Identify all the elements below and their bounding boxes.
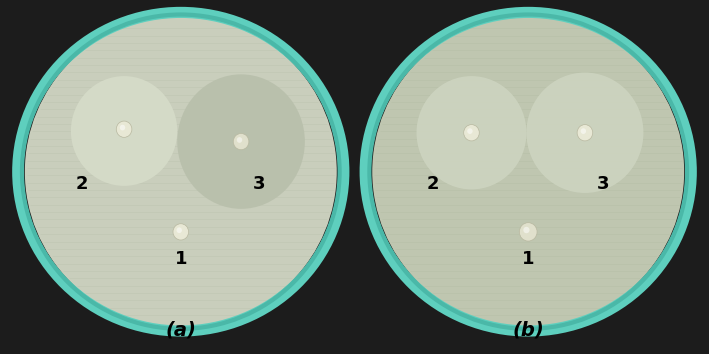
Ellipse shape [581, 128, 586, 134]
Ellipse shape [417, 76, 526, 189]
Text: 1: 1 [174, 250, 187, 268]
Ellipse shape [523, 227, 530, 233]
Ellipse shape [25, 16, 337, 327]
Ellipse shape [177, 74, 305, 209]
Ellipse shape [520, 223, 537, 241]
Ellipse shape [526, 73, 643, 193]
Ellipse shape [173, 224, 189, 240]
Text: 3: 3 [252, 175, 265, 193]
Ellipse shape [116, 121, 132, 137]
Text: 2: 2 [75, 175, 88, 193]
Ellipse shape [467, 128, 473, 134]
Ellipse shape [233, 133, 249, 150]
Text: 3: 3 [596, 175, 609, 193]
Text: (b): (b) [513, 321, 544, 340]
Ellipse shape [120, 125, 125, 130]
Text: (a): (a) [165, 321, 196, 340]
Ellipse shape [577, 125, 593, 141]
Ellipse shape [464, 125, 479, 141]
Text: 2: 2 [426, 175, 439, 193]
Ellipse shape [71, 76, 177, 186]
Text: 1: 1 [522, 250, 535, 268]
Ellipse shape [237, 137, 242, 143]
Ellipse shape [372, 16, 684, 327]
Ellipse shape [177, 227, 182, 233]
